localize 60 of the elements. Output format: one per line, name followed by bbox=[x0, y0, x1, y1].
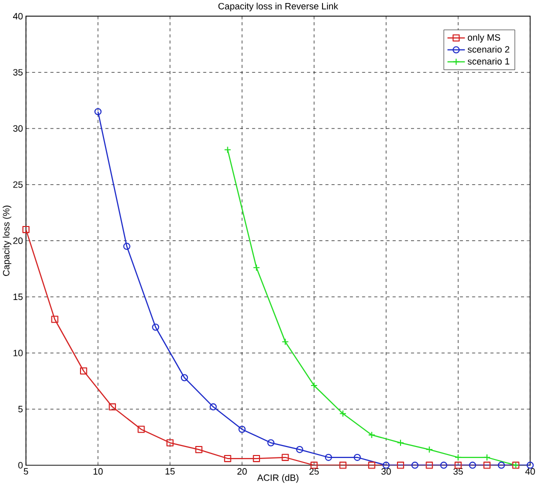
x-tick-label: 30 bbox=[381, 468, 391, 474]
point bbox=[483, 461, 491, 469]
point bbox=[310, 382, 318, 389]
point bbox=[22, 226, 30, 233]
point bbox=[440, 461, 448, 469]
y-tick-label: 20 bbox=[13, 237, 23, 244]
point bbox=[195, 446, 202, 453]
point bbox=[498, 461, 505, 469]
point bbox=[267, 439, 274, 446]
legend-label: scenario 2 bbox=[468, 46, 510, 52]
point bbox=[80, 367, 88, 374]
point bbox=[224, 454, 232, 462]
point bbox=[354, 454, 361, 461]
point bbox=[426, 461, 433, 469]
y-tick-label: 5 bbox=[18, 406, 23, 412]
y-tick-label: 35 bbox=[13, 68, 23, 76]
point bbox=[468, 461, 476, 469]
point bbox=[411, 461, 418, 469]
point bbox=[238, 426, 246, 433]
point bbox=[339, 410, 346, 417]
point bbox=[282, 338, 289, 346]
y-tick-label: 0 bbox=[18, 462, 23, 468]
point bbox=[368, 431, 376, 438]
point bbox=[339, 461, 346, 469]
point bbox=[123, 242, 130, 250]
point bbox=[180, 374, 188, 382]
point bbox=[368, 461, 376, 469]
y-tick-label: 30 bbox=[13, 125, 23, 132]
point bbox=[51, 316, 58, 323]
point bbox=[138, 426, 145, 433]
legend-label: only MS bbox=[468, 34, 500, 42]
point bbox=[224, 146, 232, 154]
x-tick-label: 15 bbox=[166, 468, 175, 474]
point bbox=[324, 454, 332, 461]
y-axis-title: Capacity loss (%) bbox=[2, 205, 12, 276]
point bbox=[166, 439, 174, 446]
y-tick-label: 10 bbox=[14, 350, 23, 356]
point bbox=[94, 108, 102, 115]
point bbox=[454, 454, 462, 461]
point bbox=[483, 454, 491, 461]
point bbox=[252, 454, 260, 462]
point bbox=[396, 439, 404, 446]
x-tick-label: 40 bbox=[525, 468, 535, 474]
x-tick-label: 5 bbox=[24, 468, 28, 474]
point bbox=[252, 264, 260, 272]
point bbox=[426, 446, 433, 453]
x-axis-title: ACIR (dB) bbox=[257, 474, 298, 483]
chart-title: Capacity loss in Reverse Link bbox=[218, 2, 338, 12]
x-tick-label: 10 bbox=[94, 468, 103, 474]
point bbox=[152, 323, 160, 331]
x-tick-label: 20 bbox=[237, 468, 247, 474]
y-tick-label: 25 bbox=[13, 181, 23, 188]
point bbox=[210, 403, 217, 410]
point bbox=[396, 461, 404, 469]
point bbox=[282, 454, 289, 461]
point bbox=[108, 403, 116, 410]
y-tick-label: 15 bbox=[14, 293, 23, 300]
y-tick-label: 40 bbox=[13, 12, 23, 20]
point bbox=[296, 446, 304, 453]
legend-label: scenario 1 bbox=[468, 58, 510, 64]
